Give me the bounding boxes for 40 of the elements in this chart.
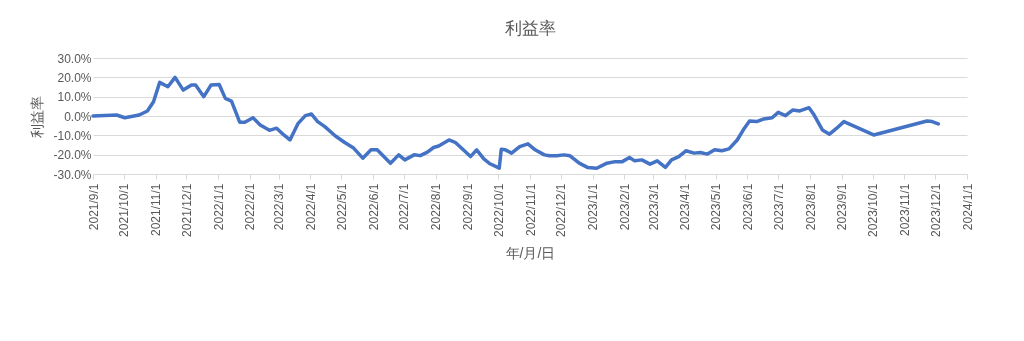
x-tick-label: 2022/1/1 <box>211 183 226 231</box>
x-tick-label: 2022/2/1 <box>243 183 258 231</box>
x-tick-label: 2023/1/1 <box>586 183 601 231</box>
x-tick-label: 2023/9/1 <box>835 183 850 231</box>
x-tick-label: 2022/6/1 <box>366 183 381 231</box>
x-tick-label: 2023/2/1 <box>617 183 632 231</box>
y-tick-label: -20.0% <box>53 148 92 163</box>
y-axis-title: 利益率 <box>29 95 46 138</box>
x-tick-label: 2021/12/1 <box>179 183 194 237</box>
x-tick-label: 2022/5/1 <box>334 183 349 231</box>
x-tick-label: 2024/1/1 <box>960 183 975 231</box>
y-tick-label: 10.0% <box>57 90 92 105</box>
x-axis-title: 年/月/日 <box>505 244 556 261</box>
y-tick-label: -30.0% <box>53 167 92 182</box>
y-tick-label: 30.0% <box>57 51 92 66</box>
y-tick-label: 20.0% <box>57 70 92 85</box>
y-tick-label: 0.0% <box>64 109 92 124</box>
x-tick-label: 2023/10/1 <box>866 183 881 237</box>
x-tick-label: 2021/10/1 <box>117 183 132 237</box>
x-tick-label: 2022/3/1 <box>272 183 287 231</box>
x-tick-label: 2023/6/1 <box>740 183 755 231</box>
chart-title: 利益率 <box>504 19 556 38</box>
x-tick-label: 2023/5/1 <box>709 183 724 231</box>
x-tick-label: 2022/7/1 <box>397 183 412 231</box>
x-tick-label: 2022/10/1 <box>491 183 506 237</box>
line-series <box>91 75 941 170</box>
x-tick-label: 2023/7/1 <box>771 183 786 231</box>
x-tick-label: 2022/12/1 <box>554 183 569 237</box>
x-tick-label: 2023/3/1 <box>646 183 661 231</box>
x-tick-label: 2021/11/1 <box>149 183 164 236</box>
x-tick-label: 2022/8/1 <box>429 183 444 231</box>
x-tick-label: 2023/4/1 <box>678 183 693 231</box>
x-tick-label: 2022/4/1 <box>303 183 318 231</box>
x-tick-label: 2022/9/1 <box>460 183 475 231</box>
x-tick-label: 2023/12/1 <box>928 183 943 237</box>
y-tick-label: -10.0% <box>53 128 92 143</box>
x-tick-label: 2022/11/1 <box>523 183 538 236</box>
x-tick-label: 2023/11/1 <box>897 183 912 236</box>
x-tick-label: 2021/9/1 <box>86 183 101 231</box>
x-tick-label: 2023/8/1 <box>803 183 818 231</box>
